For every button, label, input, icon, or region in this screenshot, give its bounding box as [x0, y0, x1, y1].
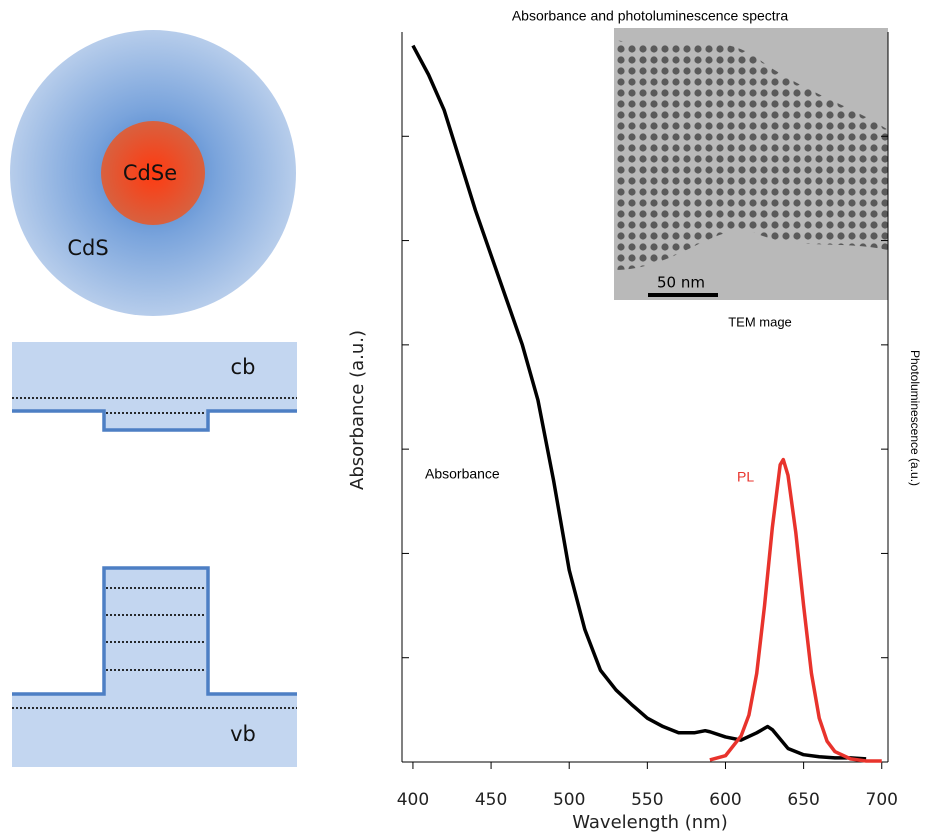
shell-label: CdS: [67, 236, 108, 260]
inset-caption: TEM mage: [728, 314, 792, 329]
valence-band: vb: [12, 566, 297, 767]
series-line: [709, 457, 882, 763]
band-edge: [12, 409, 297, 432]
core-label: CdSe: [123, 161, 177, 185]
x-tick-label: 600: [709, 790, 741, 810]
nanocrystal: CdSe CdS: [10, 30, 296, 316]
series-annotation: Absorbance: [425, 466, 500, 482]
core: [101, 121, 205, 225]
x-tick-label: 450: [475, 790, 507, 810]
x-tick-label: 500: [553, 790, 585, 810]
vb-label: vb: [230, 722, 256, 746]
x-tick-label: 550: [631, 790, 663, 810]
x-axis-label: Wavelength (nm): [572, 812, 728, 833]
x-tick-label: 400: [397, 790, 429, 810]
tem-inset: 50 nm TEM mage: [614, 28, 888, 329]
chart-title: Absorbance and photoluminescence spectra: [512, 8, 789, 24]
scale-bar-label: 50 nm: [657, 274, 705, 292]
cb-region: [12, 342, 297, 430]
tem-particles: [614, 40, 888, 270]
vb-region: [12, 568, 297, 767]
conduction-band: cb: [12, 342, 297, 432]
y2-axis-label: Photoluminescence (a.u.): [908, 350, 922, 486]
y-axis-label: Absorbance (a.u.): [347, 330, 368, 490]
x-tick-label: 700: [866, 790, 898, 810]
cb-label: cb: [231, 355, 256, 379]
series-annotation: PL: [737, 469, 754, 485]
x-tick-label: 650: [787, 790, 819, 810]
band-edge: [12, 566, 297, 696]
series-line: [411, 44, 867, 761]
